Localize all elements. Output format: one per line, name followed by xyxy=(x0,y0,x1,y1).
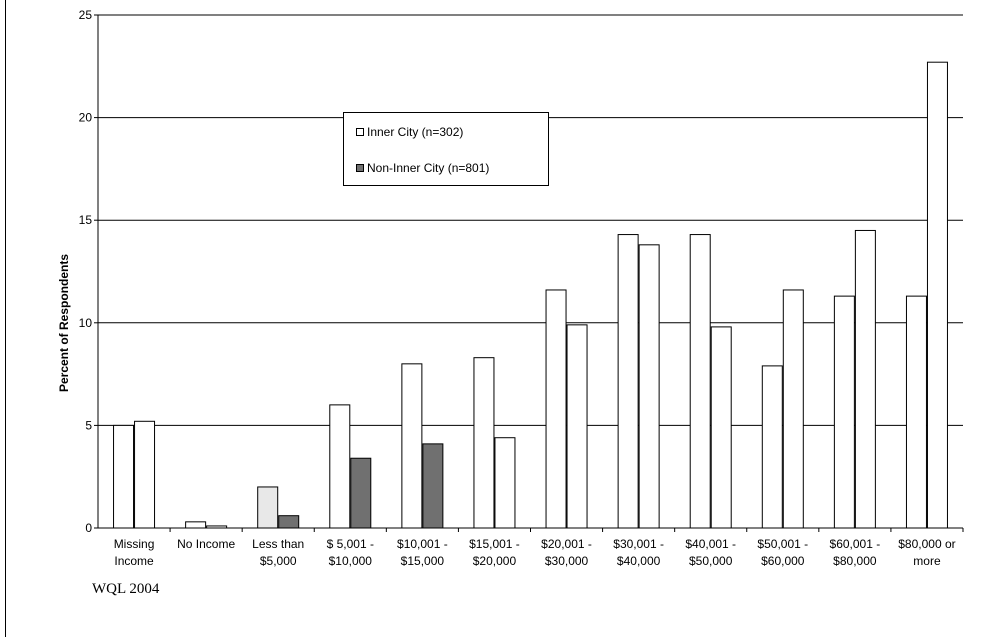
bar-non-inner-city-6 xyxy=(566,324,588,529)
bar-inner-city-8 xyxy=(689,234,711,529)
x-category-label-line: $50,000 xyxy=(689,554,733,568)
bar-non-inner-city-4 xyxy=(422,443,444,529)
x-category-label-line: $10,001 - xyxy=(397,537,448,551)
gridlines xyxy=(94,14,963,529)
x-category-label-line: $50,001 - xyxy=(757,537,808,551)
legend-item-non-inner-city: Non-Inner City (n=801) xyxy=(356,161,489,175)
x-category-label-line: Income xyxy=(114,554,154,568)
x-category-label-line: $80,000 or xyxy=(898,537,955,551)
bar-inner-city-9 xyxy=(761,365,783,529)
page-left-border xyxy=(5,0,6,637)
x-category-label-line: $5,000 xyxy=(260,554,297,568)
x-category-label-line: Less than xyxy=(252,537,304,551)
y-tick-label-5: 5 xyxy=(85,418,92,432)
bar-non-inner-city-8 xyxy=(710,326,732,529)
x-category-label-8: $40,001 - $50,000 xyxy=(685,537,736,568)
y-tick-label-15: 15 xyxy=(79,213,93,227)
x-category-label-line: $20,000 xyxy=(473,554,517,568)
y-tick-label-25: 25 xyxy=(79,8,93,22)
x-category-label-1: No Income xyxy=(177,537,235,551)
x-category-label-4: $10,001 - $15,000 xyxy=(397,537,448,568)
bar-inner-city-0 xyxy=(113,424,135,529)
bar-non-inner-city-10 xyxy=(854,229,876,529)
x-category-label-line: more xyxy=(913,554,941,568)
x-category-label-line: $ 5,001 - xyxy=(327,537,374,551)
x-category-label-2: Less than $5,000 xyxy=(252,537,304,568)
bar-non-inner-city-5 xyxy=(494,437,516,529)
legend: Inner City (n=302) Non-Inner City (n=801… xyxy=(343,112,549,186)
x-category-label-line: $80,000 xyxy=(833,554,877,568)
footnote: WQL 2004 xyxy=(92,581,160,597)
x-category-label-5: $15,001 - $20,000 xyxy=(469,537,520,568)
bar-non-inner-city-3 xyxy=(350,457,372,529)
x-category-labels: Missing Income No Income Less than $5,000 $ 5… xyxy=(114,537,956,568)
bar-inner-city-5 xyxy=(473,357,495,529)
bar-inner-city-1 xyxy=(185,521,207,529)
x-category-label-0: Missing Income xyxy=(114,537,155,568)
x-category-label-line: $20,001 - xyxy=(541,537,592,551)
x-category-label-line: $40,000 xyxy=(617,554,661,568)
legend-label-non-inner-city: Non-Inner City (n=801) xyxy=(367,161,490,175)
x-category-label-line: $60,000 xyxy=(761,554,805,568)
x-category-label-7: $30,001 - $40,000 xyxy=(613,537,664,568)
y-tick-label-0: 0 xyxy=(85,521,92,535)
x-category-label-9: $50,001 - $60,000 xyxy=(757,537,808,568)
x-category-label-3: $ 5,001 - $10,000 xyxy=(327,537,374,568)
bar-inner-city-2 xyxy=(257,486,279,529)
plot-background xyxy=(98,15,963,528)
x-category-label-line: $15,000 xyxy=(401,554,445,568)
bar-inner-city-4 xyxy=(401,363,423,529)
legend-swatch-inner-city xyxy=(356,128,364,136)
bar-inner-city-7 xyxy=(617,234,639,529)
bar-inner-city-3 xyxy=(329,404,351,529)
x-category-label-10: $60,001 - $80,000 xyxy=(830,537,881,568)
y-tick-label-10: 10 xyxy=(79,316,93,330)
x-category-label-line: $40,001 - xyxy=(685,537,736,551)
y-tick-label-20: 20 xyxy=(79,111,93,125)
x-category-label-line: $15,001 - xyxy=(469,537,520,551)
y-axis-label: Percent of Respondents xyxy=(57,254,71,392)
x-category-label-line: $10,000 xyxy=(329,554,373,568)
x-category-label-line: Missing xyxy=(114,537,155,551)
x-category-label-11: $80,000 or more xyxy=(898,537,955,568)
x-category-label-line: $30,000 xyxy=(545,554,589,568)
x-category-label-line: $60,001 - xyxy=(830,537,881,551)
bar-non-inner-city-9 xyxy=(782,289,804,529)
bar-inner-city-11 xyxy=(905,295,927,529)
bar-non-inner-city-7 xyxy=(638,244,660,529)
bar-non-inner-city-0 xyxy=(134,420,156,529)
bar-inner-city-10 xyxy=(833,295,855,529)
axes xyxy=(97,15,964,532)
x-category-label-6: $20,001 - $30,000 xyxy=(541,537,592,568)
bar-non-inner-city-11 xyxy=(926,61,948,529)
legend-item-inner-city: Inner City (n=302) xyxy=(356,125,463,139)
bar-non-inner-city-2 xyxy=(278,515,300,529)
legend-label-inner-city: Inner City (n=302) xyxy=(367,125,464,139)
legend-swatch-non-inner-city xyxy=(356,164,364,172)
x-category-label-line: No Income xyxy=(177,537,235,551)
y-tick-labels: 0 5 10 15 20 25 xyxy=(79,8,93,535)
x-category-label-line: $30,001 - xyxy=(613,537,664,551)
bar-inner-city-6 xyxy=(545,289,567,529)
plot-area xyxy=(98,15,963,528)
